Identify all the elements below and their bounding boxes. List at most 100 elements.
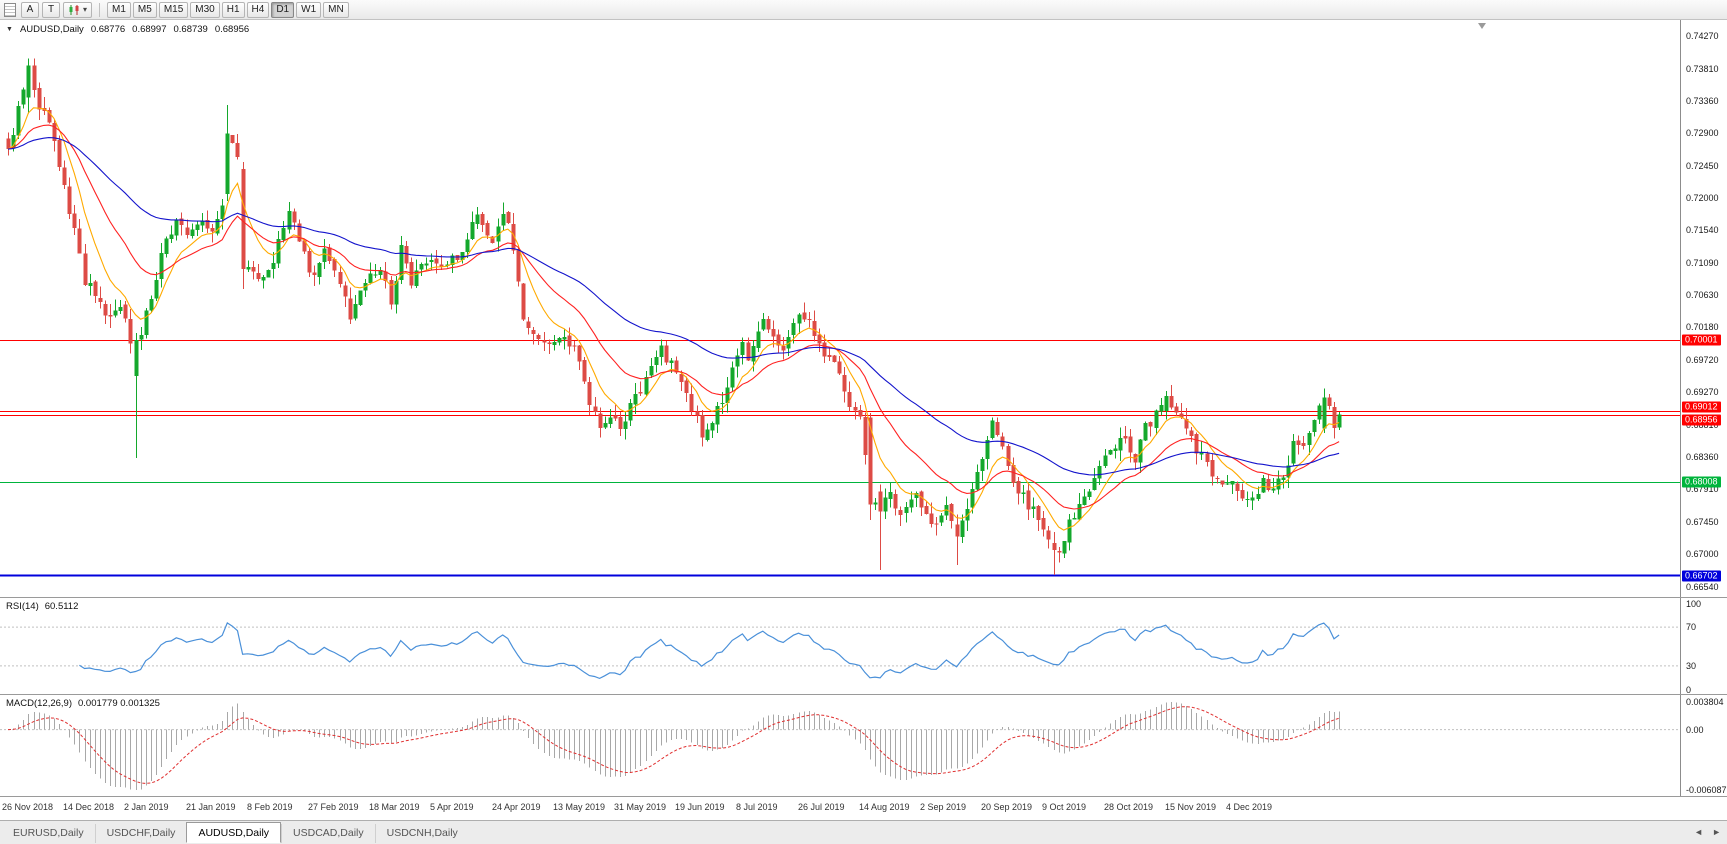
price-level-badge: 0.68956 — [1682, 414, 1721, 426]
date-label: 28 Oct 2019 — [1104, 802, 1154, 812]
rsi-axis[interactable]: 100 70 30 0 — [1680, 598, 1727, 695]
price-tick: 0.72000 — [1686, 192, 1719, 203]
price-level-badge: 0.70001 — [1682, 334, 1721, 346]
timeframe-buttons: M1 M5 M15 M30 H1 H4 D1 W1 MN — [107, 1, 349, 18]
price-tick: 0.72450 — [1686, 160, 1719, 171]
timeframe-button-m15[interactable]: M15 — [158, 1, 189, 18]
date-label: 14 Aug 2019 — [859, 802, 910, 812]
high-value: 0.68997 — [132, 24, 167, 35]
rsi-axis-label: 0 — [1686, 685, 1692, 695]
date-label: 2 Sep 2019 — [920, 802, 967, 812]
date-label: 18 Mar 2019 — [369, 802, 420, 812]
open-value: 0.68776 — [90, 24, 126, 35]
chevron-down-icon: ▾ — [83, 4, 88, 14]
price-tick: 0.73810 — [1686, 63, 1719, 74]
chart-tab-usdcad[interactable]: USDCAD,Daily — [281, 824, 375, 843]
price-tick: 0.70630 — [1686, 290, 1719, 301]
macd-axis-min: -0.006087 — [1686, 785, 1727, 795]
new-chart-icon[interactable] — [4, 2, 16, 17]
chart-tab-usdchf[interactable]: USDCHF,Daily — [94, 824, 187, 843]
price-axis[interactable]: 0.74270 0.73810 0.73360 0.72900 0.72450 0.720… — [1680, 20, 1727, 597]
macd-axis-zero: 0.00 — [1686, 724, 1704, 735]
chart-tabs-bar: EURUSD,Daily USDCHF,Daily AUDUSD,Daily USDC… — [0, 820, 1727, 844]
price-level-badge: 0.68008 — [1682, 476, 1721, 488]
date-label: 24 Apr 2019 — [492, 802, 541, 812]
rsi-chart-canvas[interactable] — [0, 598, 1680, 695]
chart-symbol-label: AUDUSD,Daily — [19, 24, 84, 35]
date-label: 27 Feb 2019 — [308, 802, 359, 812]
text-tool-button[interactable]: T — [42, 1, 60, 18]
rsi-indicator-value: 60.5112 — [44, 601, 79, 612]
price-tick: 0.69720 — [1686, 355, 1719, 366]
date-label: 8 Jul 2019 — [736, 802, 778, 812]
macd-indicator-values: 0.001779 0.001325 — [78, 698, 160, 709]
close-value: 0.68956 — [214, 24, 250, 35]
date-label: 15 Nov 2019 — [1165, 802, 1217, 812]
timeframe-button-m1[interactable]: M1 — [107, 1, 131, 18]
price-tick: 0.68360 — [1686, 452, 1719, 463]
toolbar: A T ▾ M1 M5 M15 M30 H1 H4 D1 W1 MN — [0, 0, 1727, 20]
macd-chart-canvas[interactable] — [0, 695, 1680, 797]
main-chart-panel[interactable]: ▼ AUDUSD,Daily 0.68776 0.68997 0.68739 0… — [0, 20, 1727, 597]
rsi-label: RSI(14) 60.5112 — [6, 601, 78, 612]
date-label: 20 Sep 2019 — [981, 802, 1033, 812]
date-label: 9 Oct 2019 — [1042, 802, 1087, 812]
price-tick: 0.73360 — [1686, 95, 1719, 106]
chart-type-dropdown[interactable]: ▾ — [63, 1, 93, 18]
macd-panel[interactable]: MACD(12,26,9) 0.001779 0.001325 0.003804… — [0, 694, 1727, 796]
tab-scroll-arrows: ◄ ► — [1694, 827, 1721, 837]
timeframe-button-w1[interactable]: W1 — [296, 1, 322, 18]
macd-label: MACD(12,26,9) 0.001779 0.001325 — [6, 698, 160, 709]
rsi-axis-label: 70 — [1686, 622, 1697, 633]
chart-tab-eurusd[interactable]: EURUSD,Daily — [13, 827, 84, 839]
price-tick: 0.67000 — [1686, 549, 1719, 560]
price-tick: 0.72900 — [1686, 128, 1719, 139]
price-level-badge: 0.69012 — [1682, 401, 1721, 413]
price-tick: 0.67450 — [1686, 517, 1719, 528]
chart-header: ▼ AUDUSD,Daily 0.68776 0.68997 0.68739 0… — [6, 24, 249, 35]
candlestick-chart-canvas[interactable] — [0, 20, 1680, 597]
rsi-panel[interactable]: RSI(14) 60.5112 100 70 30 0 — [0, 597, 1727, 695]
timeframe-button-mn[interactable]: MN — [323, 1, 349, 18]
macd-axis[interactable]: 0.003804 0.00 -0.006087 — [1680, 695, 1727, 796]
date-label: 26 Jul 2019 — [798, 802, 845, 812]
chart-shift-marker[interactable] — [1478, 23, 1486, 29]
date-label: 19 Jun 2019 — [675, 802, 725, 812]
price-tick: 0.66540 — [1686, 582, 1719, 592]
tab-scroll-left-icon[interactable]: ◄ — [1694, 827, 1704, 837]
price-tick: 0.71540 — [1686, 225, 1719, 236]
timeframe-button-h4[interactable]: H4 — [246, 1, 270, 18]
annotate-tool-button[interactable]: A — [21, 1, 39, 18]
rsi-axis-label: 100 — [1686, 599, 1702, 609]
date-label: 21 Jan 2019 — [186, 802, 236, 812]
price-level-badge: 0.66702 — [1682, 570, 1721, 581]
chart-tab-usdcnh[interactable]: USDCNH,Daily — [374, 824, 469, 843]
date-label: 26 Nov 2018 — [2, 802, 54, 812]
collapse-chart-icon[interactable]: ▼ — [6, 26, 13, 33]
low-value: 0.68739 — [173, 24, 208, 35]
date-label: 2 Jan 2019 — [124, 802, 169, 812]
rsi-axis-label: 30 — [1686, 660, 1697, 671]
candlestick-icon — [69, 4, 79, 15]
timeframe-button-m5[interactable]: M5 — [132, 1, 157, 18]
toolbar-separator — [99, 2, 101, 17]
date-label: 5 Apr 2019 — [430, 802, 474, 812]
date-axis[interactable]: 26 Nov 2018 14 Dec 2018 2 Jan 2019 21 Jan 2… — [0, 796, 1727, 820]
timeframe-button-m30[interactable]: M30 — [190, 1, 220, 18]
tab-scroll-right-icon[interactable]: ► — [1712, 827, 1721, 837]
chart-tabs: EURUSD,Daily USDCHF,Daily AUDUSD,Daily USDC… — [2, 821, 469, 844]
price-tick: 0.70180 — [1686, 322, 1719, 333]
rsi-indicator-name: RSI(14) — [6, 601, 39, 612]
timeframe-button-h1[interactable]: H1 — [221, 1, 245, 18]
price-tick: 0.67910 — [1686, 484, 1719, 495]
date-label: 14 Dec 2018 — [63, 802, 115, 812]
macd-indicator-name: MACD(12,26,9) — [6, 698, 72, 709]
macd-axis-max: 0.003804 — [1686, 697, 1724, 707]
price-tick: 0.69270 — [1686, 387, 1719, 398]
date-label: 4 Dec 2019 — [1226, 802, 1273, 812]
date-label: 8 Feb 2019 — [247, 802, 293, 812]
timeframe-button-d1[interactable]: D1 — [271, 1, 295, 18]
chart-tab-audusd[interactable]: AUDUSD,Daily — [186, 822, 282, 843]
price-tick: 0.71090 — [1686, 257, 1719, 268]
